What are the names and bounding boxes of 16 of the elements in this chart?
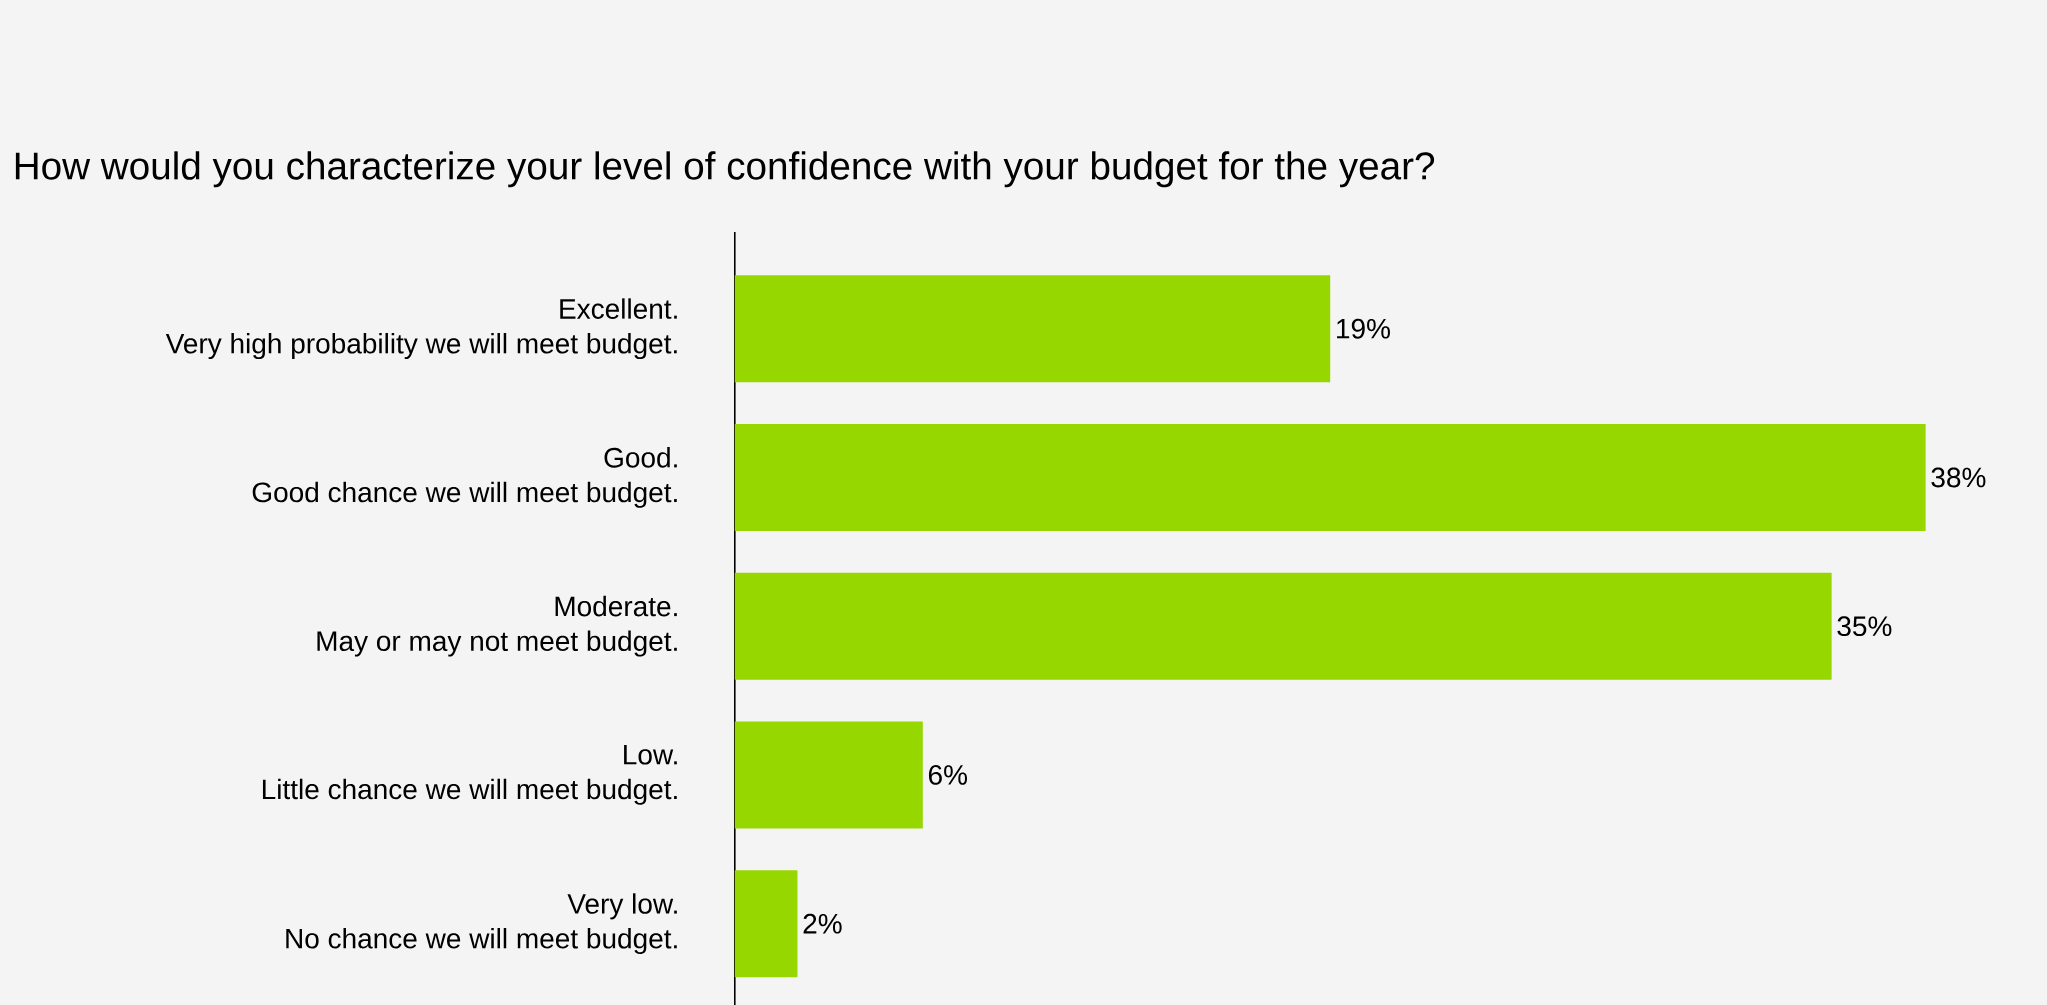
y-tick-label: Very low. No chance we will meet budget. xyxy=(286,893,677,954)
y-tick-label: Low. Little chance we will meet budget. xyxy=(262,744,677,805)
y-tick-label: Moderate. May or may not meet budget. xyxy=(317,595,677,657)
data-label: 19% xyxy=(1337,318,1390,339)
data-label: 38% xyxy=(1931,467,1986,488)
data-label: 6% xyxy=(928,764,968,785)
data-label: 35% xyxy=(1837,616,1892,636)
bar xyxy=(734,721,923,829)
bar xyxy=(734,572,1832,680)
y-tick-label: Excellent. Very high probability we will meet budget. xyxy=(165,298,677,359)
y-tick-label: Good. Good chance we will meet budget. xyxy=(252,446,677,508)
bar xyxy=(734,274,1331,383)
data-label: 2% xyxy=(803,913,842,934)
chart-title: How would you characterize your level of confidence with your budget for the year? xyxy=(15,151,1435,188)
bar xyxy=(734,423,1926,531)
bar xyxy=(734,869,798,977)
